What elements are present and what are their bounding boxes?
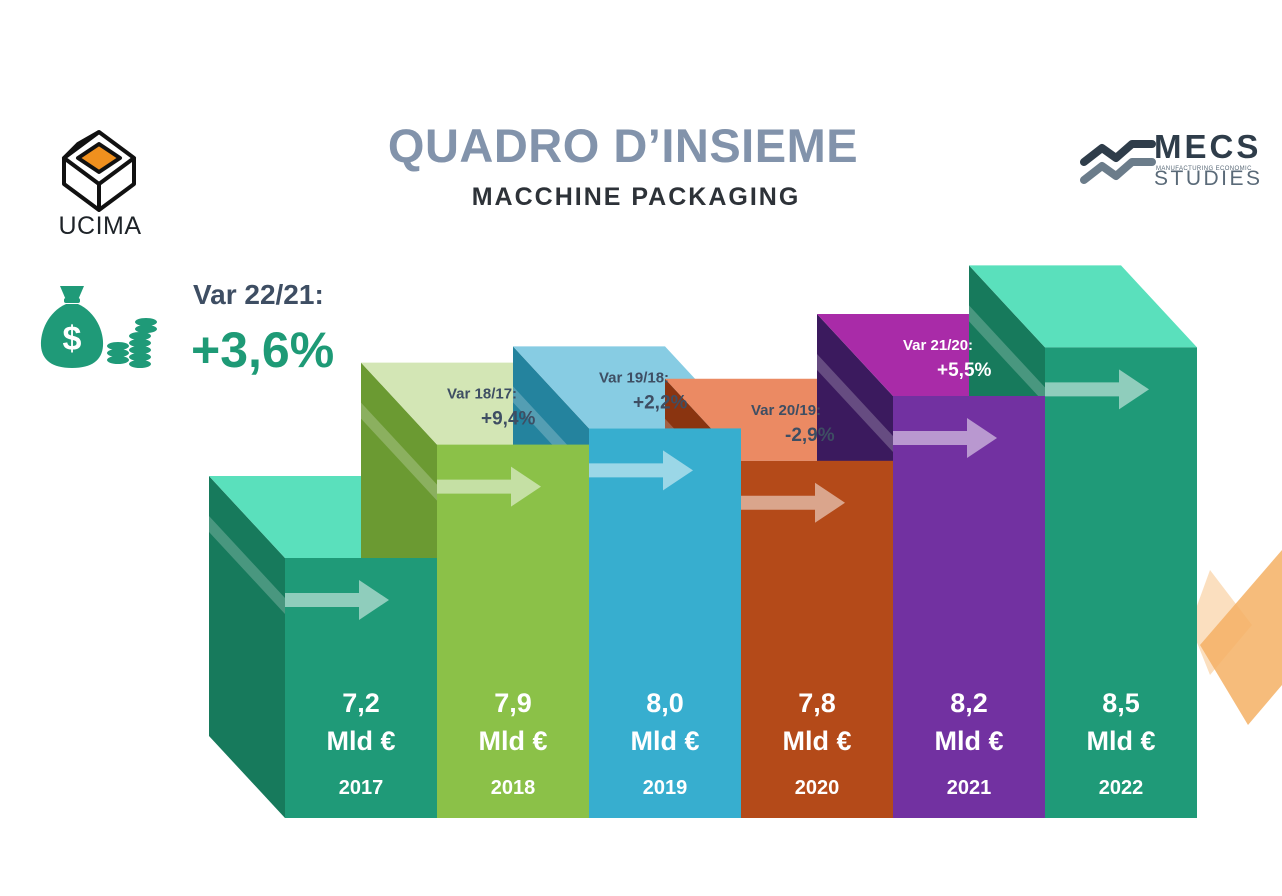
- bar-value-label: 8,2: [950, 688, 988, 718]
- mecs-logo-text: MECS: [1154, 128, 1262, 165]
- bar-value-label: 8,0: [646, 688, 684, 718]
- bar-year-label: 2017: [339, 777, 384, 799]
- highlight-label: Var 22/21:: [193, 279, 324, 310]
- bar-year-label: 2022: [1099, 777, 1144, 799]
- bar-side-stripe-2017: [209, 516, 285, 614]
- bar-year-label: 2019: [643, 777, 688, 799]
- bar-arrow-2017: [285, 580, 389, 620]
- bar-side-2017: [209, 476, 285, 818]
- bar-arrow-2019: [589, 450, 693, 491]
- bar-arrow-2018: [437, 466, 541, 507]
- bar-arrow-2020: [741, 482, 845, 523]
- page-title: QUADRO D’INSIEME: [387, 119, 859, 172]
- bar-unit-label: Mld €: [326, 726, 395, 756]
- bar-2018: [437, 444, 589, 818]
- variation-label: Var 20/19:: [751, 402, 821, 419]
- bar-year-label: 2021: [947, 777, 992, 799]
- variation-label: Var 21/20:: [903, 337, 973, 354]
- variation-value: +2,2%: [633, 392, 688, 413]
- mecs-logo-icon: [1080, 140, 1156, 184]
- bar-unit-label: Mld €: [782, 726, 851, 756]
- mecs-logo-tagline: MANUFACTURING ECONOMIC: [1156, 166, 1252, 172]
- bar-2021: [893, 396, 1045, 818]
- bar-unit-label: Mld €: [630, 726, 699, 756]
- bar-value-label: 7,9: [494, 688, 532, 718]
- bar-year-label: 2018: [491, 777, 536, 799]
- decorative-shape: [1190, 550, 1282, 725]
- bar-2019: [589, 428, 741, 818]
- page-subtitle: MACCHINE PACKAGING: [471, 183, 801, 211]
- bar-value-label: 8,5: [1102, 688, 1140, 718]
- variation-label: Var 18/17:: [447, 386, 517, 403]
- variation-label: Var 19/18:: [599, 369, 669, 386]
- bar-top-2022: [969, 265, 1197, 348]
- mecs-logo-subtext: STUDIES: [1154, 167, 1263, 190]
- bar-side-stripe-2021: [817, 354, 893, 452]
- bar-year-label: 2020: [795, 777, 840, 799]
- svg-text:$: $: [63, 320, 82, 358]
- money-bag-icon: $: [40, 286, 157, 368]
- bar-value-label: 7,8: [798, 688, 836, 718]
- variation-value: -2,9%: [785, 425, 835, 446]
- bar-arrow-2022: [1045, 369, 1149, 410]
- ucima-logo-text: UCIMA: [58, 212, 142, 240]
- highlight-value: +3,6%: [191, 322, 335, 378]
- bar-value-label: 7,2: [342, 688, 380, 718]
- bar-2022: [1045, 347, 1197, 818]
- bar-side-stripe-2018: [361, 402, 437, 501]
- variation-value: +9,4%: [481, 409, 536, 430]
- bar-unit-label: Mld €: [478, 726, 547, 756]
- ucima-logo-icon: [62, 130, 136, 212]
- bar-unit-label: Mld €: [934, 726, 1003, 756]
- variation-value: +5,5%: [937, 360, 992, 381]
- bar-arrow-2021: [893, 418, 997, 458]
- bar-unit-label: Mld €: [1086, 726, 1155, 756]
- bar-side-stripe-2022: [969, 305, 1045, 404]
